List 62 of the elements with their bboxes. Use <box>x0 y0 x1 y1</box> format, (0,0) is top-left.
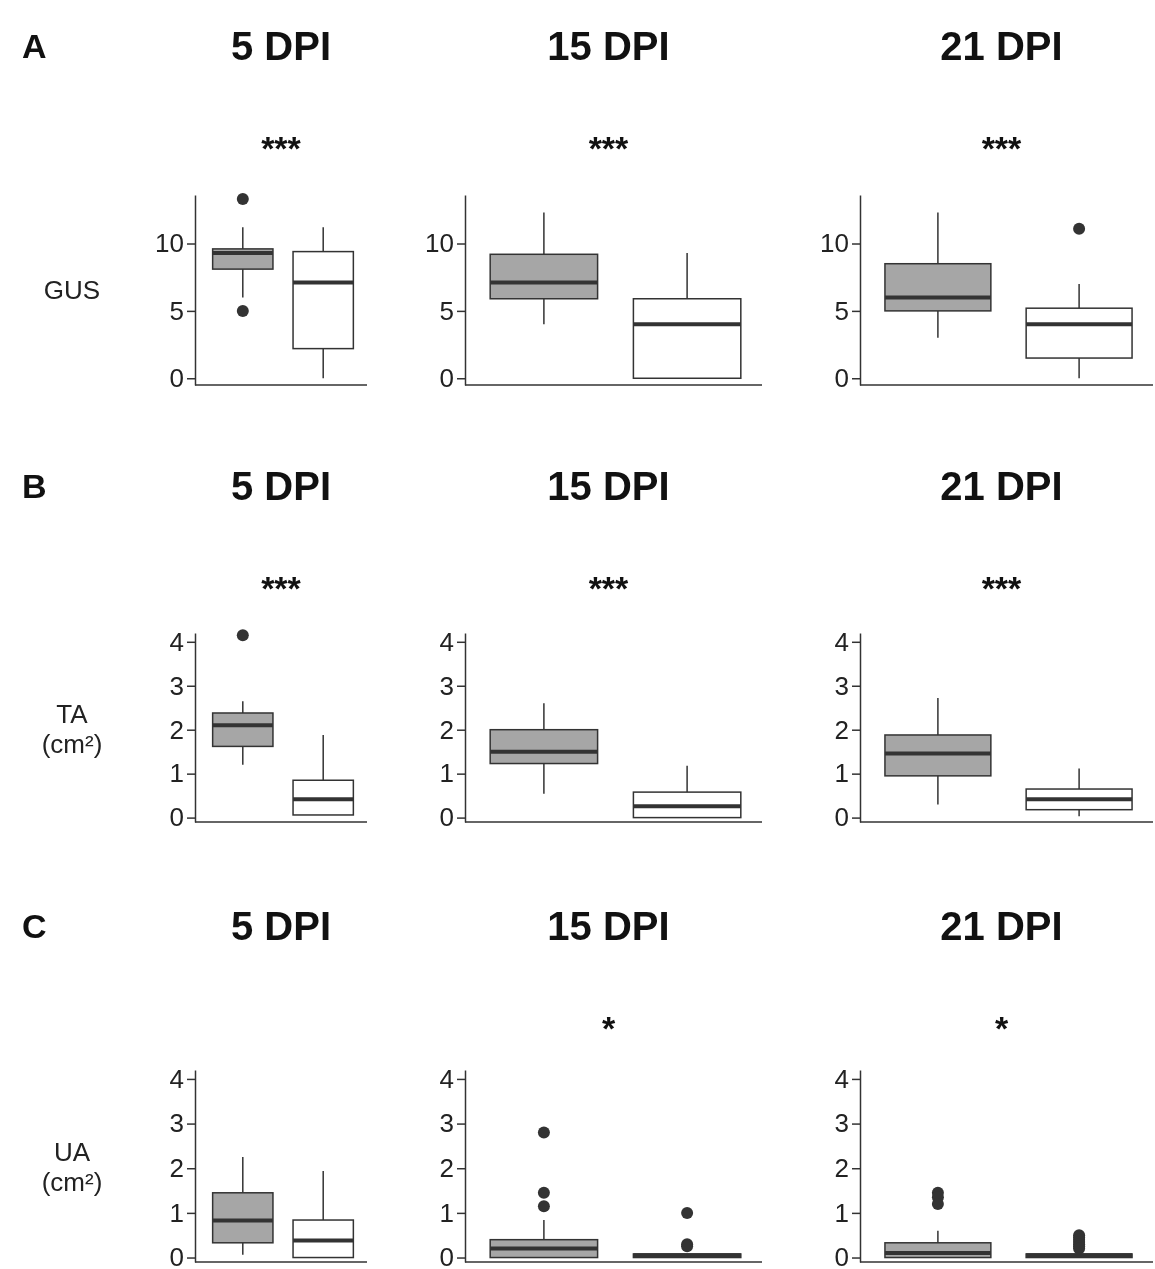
y-tick-label: 2 <box>834 714 849 745</box>
y-tick-label: 3 <box>169 1108 184 1139</box>
text: *** <box>261 569 302 607</box>
y-tick-label: 10 <box>425 228 454 259</box>
chart-title: 21 DPI <box>940 904 1063 948</box>
text: B <box>22 467 47 505</box>
chart-title: 15 DPI <box>547 24 670 68</box>
y-tick-label: 5 <box>439 295 454 326</box>
text: *** <box>588 129 630 167</box>
y-tick-label: 0 <box>834 363 849 394</box>
y-tick-label: 0 <box>439 1242 454 1269</box>
text: *** <box>261 129 302 167</box>
text: * <box>994 1009 1009 1047</box>
y-tick-label: 5 <box>169 295 184 326</box>
y-tick-label: 1 <box>439 1197 454 1228</box>
chart-title: 5 DPI <box>230 24 332 68</box>
chart-title: 15 DPI <box>547 904 670 948</box>
y-tick-label: 5 <box>834 295 849 326</box>
text: C <box>22 907 47 945</box>
y-tick-label: 4 <box>169 1063 184 1094</box>
chart-title: 5 DPI <box>230 464 332 508</box>
y-tick-label: 2 <box>834 1153 849 1184</box>
text: * <box>601 1009 616 1047</box>
y-tick-label: 0 <box>834 1242 849 1269</box>
y-tick-label: 4 <box>169 626 184 657</box>
y-tick-label: 1 <box>169 758 184 789</box>
y-tick-label: 3 <box>439 670 454 701</box>
y-tick-label: 4 <box>834 626 849 657</box>
y-tick-label: 3 <box>834 670 849 701</box>
y-tick-label: 1 <box>439 758 454 789</box>
y-tick-label: 10 <box>820 228 849 259</box>
y-tick-label: 0 <box>834 802 849 833</box>
y-axis-title: UA (cm²) <box>41 1137 103 1197</box>
y-tick-label: 1 <box>834 758 849 789</box>
text: *** <box>981 129 1023 167</box>
y-tick-label: 4 <box>439 1063 454 1094</box>
y-tick-label: 2 <box>439 714 454 745</box>
y-tick-label: 0 <box>169 802 184 833</box>
text: *** <box>981 569 1023 607</box>
y-tick-label: 4 <box>834 1063 849 1094</box>
y-axis-title: TA (cm²) <box>41 698 103 759</box>
y-tick-label: 2 <box>169 1153 184 1184</box>
y-tick-label: 3 <box>834 1108 849 1139</box>
chart-title: 21 DPI <box>940 24 1063 68</box>
chart-title: 21 DPI <box>940 464 1063 508</box>
y-tick-label: 0 <box>169 363 184 394</box>
y-tick-label: 0 <box>439 363 454 394</box>
y-tick-label: 10 <box>155 228 184 259</box>
y-tick-label: 4 <box>439 626 454 657</box>
y-tick-label: 2 <box>439 1153 454 1184</box>
y-tick-label: 3 <box>169 670 184 701</box>
text: *** <box>588 569 630 607</box>
y-tick-label: 0 <box>169 1242 184 1269</box>
y-tick-label: 3 <box>439 1108 454 1139</box>
y-tick-label: 1 <box>169 1197 184 1228</box>
text: A <box>22 27 47 65</box>
y-tick-label: 1 <box>834 1197 849 1228</box>
y-tick-label: 0 <box>439 802 454 833</box>
y-tick-label: 2 <box>169 714 184 745</box>
chart-title: 15 DPI <box>547 464 670 508</box>
y-axis-title: GUS <box>43 275 101 305</box>
chart-title: 5 DPI <box>230 904 332 948</box>
